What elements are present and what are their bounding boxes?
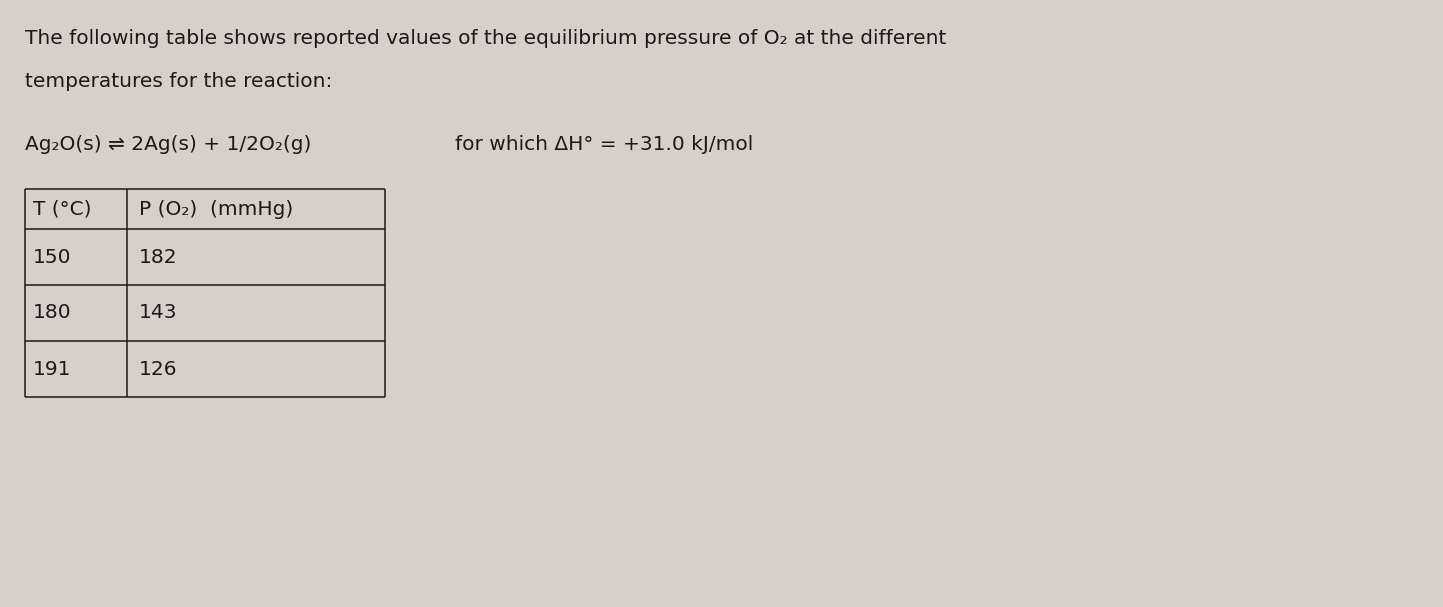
Text: 180: 180 (33, 304, 72, 322)
Text: The following table shows reported values of the equilibrium pressure of O₂ at t: The following table shows reported value… (25, 29, 947, 48)
Text: 126: 126 (139, 359, 177, 379)
Text: T (°C): T (°C) (33, 200, 91, 219)
Text: 150: 150 (33, 248, 72, 266)
Text: 191: 191 (33, 359, 72, 379)
Text: P (O₂)  (mmHg): P (O₂) (mmHg) (139, 200, 293, 219)
Text: Ag₂O(s) ⇌ 2Ag(s) + 1/2O₂(g): Ag₂O(s) ⇌ 2Ag(s) + 1/2O₂(g) (25, 135, 312, 154)
Text: 143: 143 (139, 304, 177, 322)
Text: 182: 182 (139, 248, 177, 266)
Text: temperatures for the reaction:: temperatures for the reaction: (25, 72, 332, 91)
Text: for which ΔH° = +31.0 kJ/mol: for which ΔH° = +31.0 kJ/mol (455, 135, 753, 154)
